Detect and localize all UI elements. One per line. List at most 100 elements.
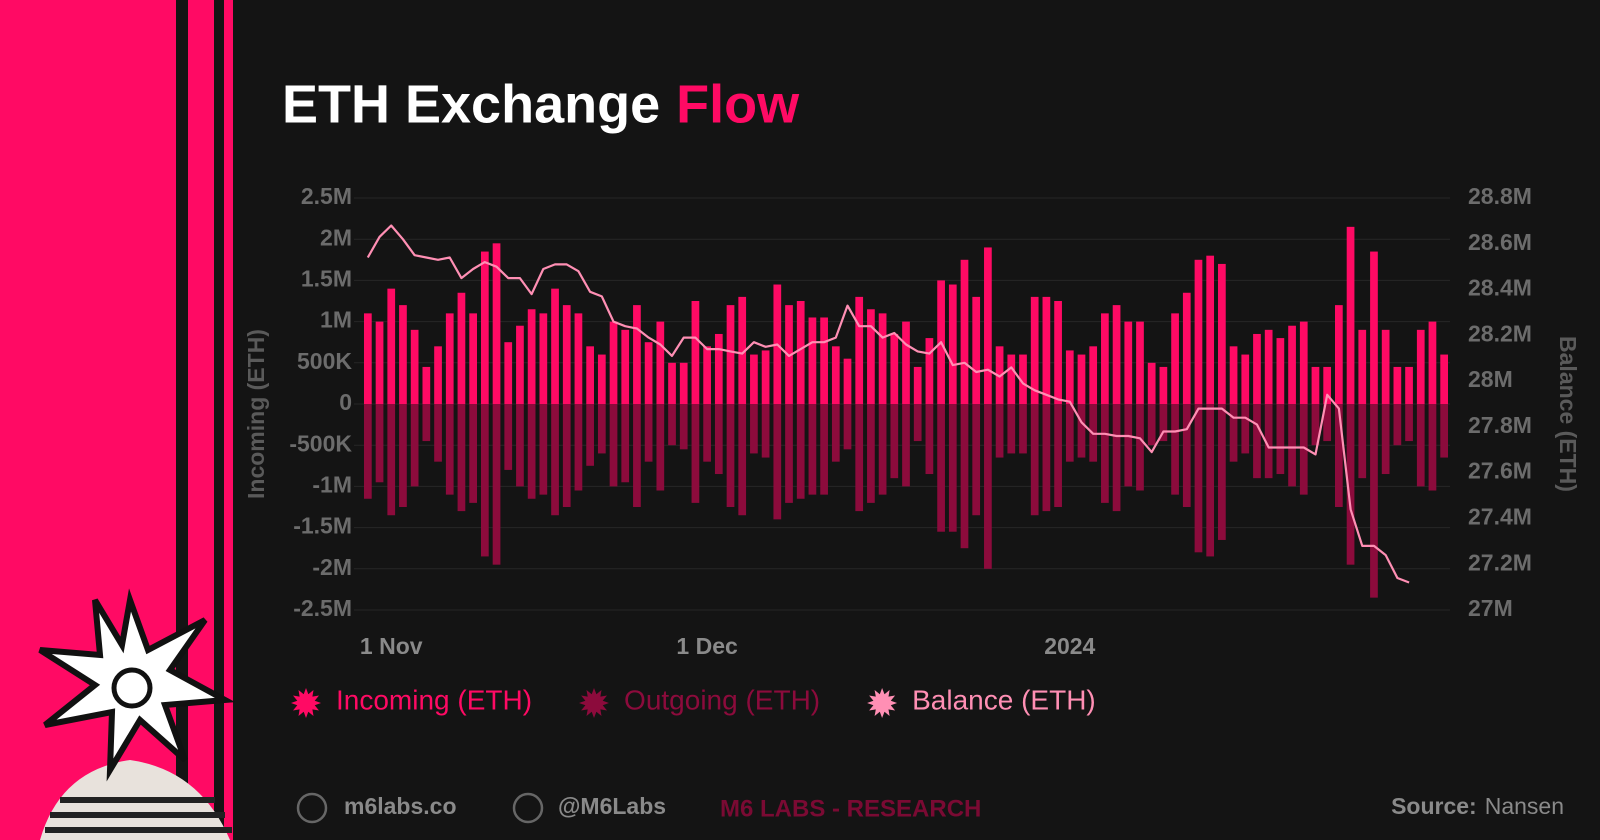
bar: [399, 404, 407, 507]
bar: [516, 404, 524, 487]
bar: [726, 305, 735, 404]
bar: [1323, 366, 1332, 404]
bar: [1334, 404, 1343, 507]
bar: [656, 404, 665, 491]
bar: [609, 404, 618, 487]
footer-handle: @M6Labs: [558, 793, 666, 819]
legend: Incoming (ETH) Outgoing (ETH) Balance (ETH…: [291, 684, 1096, 718]
bar: [761, 350, 770, 404]
bar: [1042, 296, 1051, 404]
bar: [644, 404, 653, 462]
bar: [972, 404, 981, 516]
bar: [714, 333, 723, 404]
bar: [855, 296, 864, 404]
legend-marker: [291, 688, 321, 718]
bar: [480, 404, 489, 557]
bar: [469, 404, 478, 503]
bar: [621, 404, 630, 483]
bar: [1299, 404, 1308, 495]
bar: [363, 404, 372, 499]
y2-tick-label: 28M: [1468, 366, 1513, 392]
bar: [586, 346, 594, 404]
bar: [1077, 354, 1086, 404]
bar: [551, 404, 559, 516]
bar: [1440, 404, 1449, 458]
bar: [597, 404, 606, 454]
bar: [1112, 404, 1121, 512]
bar: [691, 404, 700, 503]
bar: [562, 305, 571, 404]
legend-label: Incoming (ETH): [336, 684, 532, 715]
bar: [808, 404, 817, 495]
source: Nansen: [1485, 793, 1564, 819]
y-tick-label: 2.5M: [301, 183, 352, 209]
y2-tick-label: 28.8M: [1468, 183, 1532, 209]
y2-tick-label: 28.6M: [1468, 229, 1532, 255]
bar: [434, 404, 442, 462]
bar: [1218, 263, 1226, 404]
bar: [1416, 329, 1425, 404]
bar: [948, 284, 957, 404]
bar: [1112, 305, 1121, 404]
bar: [867, 309, 875, 404]
bar: [1393, 404, 1402, 446]
y-tick-label: 500K: [297, 348, 352, 374]
bar: [1101, 313, 1109, 404]
bar: [878, 404, 887, 495]
bar: [1124, 321, 1133, 404]
bar: [1311, 366, 1320, 404]
bar: [1194, 259, 1203, 404]
bar: [633, 404, 641, 507]
bar: [972, 296, 981, 404]
bar: [1007, 404, 1016, 454]
bar: [375, 321, 384, 404]
legend-label: Outgoing (ETH): [624, 684, 820, 715]
bar: [1182, 292, 1191, 404]
bar: [1229, 404, 1238, 462]
bar: [831, 346, 840, 404]
bar: [399, 305, 407, 404]
bar: [1206, 404, 1215, 557]
bar: [504, 342, 513, 404]
bar: [1159, 366, 1168, 404]
bar: [609, 321, 618, 404]
bar: [422, 366, 431, 404]
bar: [902, 404, 910, 487]
footer-site: m6labs.co: [344, 793, 457, 819]
bar: [773, 404, 782, 520]
twitter-icon: [512, 792, 544, 824]
bar: [1206, 255, 1215, 404]
bar: [703, 404, 711, 462]
bar: [574, 313, 583, 404]
bar: [1101, 404, 1109, 503]
bar: [480, 251, 489, 404]
source-label: Source:: [1391, 793, 1477, 819]
y2-tick-label: 28.4M: [1468, 275, 1532, 301]
bar: [1229, 346, 1238, 404]
bar: [1346, 226, 1355, 404]
bar: [445, 313, 454, 404]
bar: [820, 404, 828, 495]
bar: [1428, 404, 1437, 491]
bar: [995, 404, 1004, 458]
y2-tick-label: 27M: [1468, 595, 1513, 621]
bar: [1007, 354, 1016, 404]
bar: [597, 354, 606, 404]
bar: [1171, 404, 1179, 495]
balance-line: [366, 224, 1410, 584]
bar: [796, 404, 805, 499]
bar: [1323, 404, 1332, 442]
bar: [668, 404, 676, 446]
y-tick-label: -500K: [289, 430, 352, 456]
bar: [621, 329, 630, 404]
bar: [1264, 404, 1273, 479]
bar: [679, 404, 688, 450]
bar: [785, 404, 793, 503]
bar: [1381, 404, 1390, 475]
bar: [1159, 404, 1168, 442]
legend-marker: [867, 688, 898, 718]
bar: [387, 288, 396, 404]
bar: [1136, 404, 1144, 491]
y2-tick-label: 27.6M: [1468, 458, 1532, 484]
